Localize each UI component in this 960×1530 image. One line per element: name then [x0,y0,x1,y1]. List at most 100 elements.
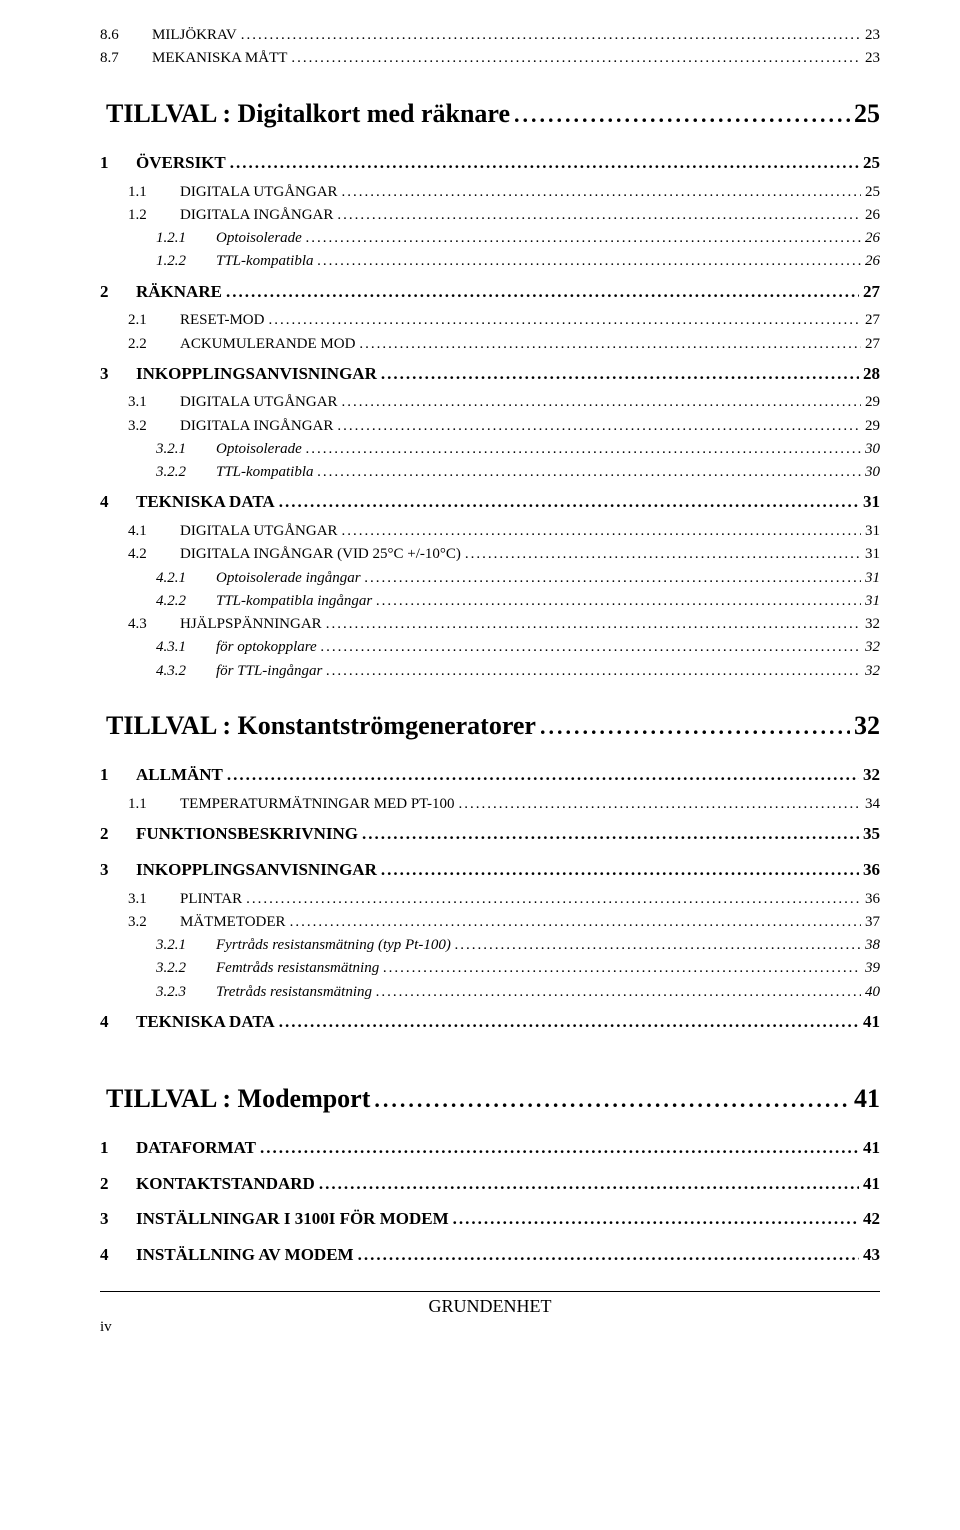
toc-entry-number: 1 [100,757,130,793]
toc-entry-label: INSTÄLLNINGAR I 3100I FÖR MODEM [136,1201,449,1237]
toc-entry: 3.2.1Fyrtråds resistansmätning (typ Pt-1… [156,934,880,957]
toc-entry-page: 31 [863,484,880,520]
toc-entry-page: 30 [865,461,880,484]
leader-dots [376,981,861,1004]
leader-dots [290,911,861,934]
toc-entry: 2KONTAKTSTANDARD41 [100,1166,880,1202]
toc-entry: 1ÖVERSIKT25 [100,145,880,181]
toc-entry-label: RESET-MOD [180,309,264,332]
leader-dots [358,1237,859,1273]
toc-entry-number: 4.3.1 [156,636,210,659]
toc-entry: 4TEKNISKA DATA 41 [100,1004,880,1040]
toc-entry: 1.1DIGITALA UTGÅNGAR25 [128,181,880,204]
toc-entry-label: ALLMÄNT [136,757,223,793]
toc-entry-label: TEKNISKA DATA [136,1004,275,1040]
toc-entry-label: RÄKNARE [136,274,222,310]
toc-entry-number: 1.2.2 [156,250,210,273]
leader-dots [321,636,861,659]
heading-page: 41 [854,1068,880,1130]
toc-section-b: 1ÖVERSIKT251.1DIGITALA UTGÅNGAR251.2DIGI… [100,145,880,683]
heading-page: 25 [854,83,880,145]
leader-dots [227,757,859,793]
toc-entry: 4.3.1för optokopplare32 [156,636,880,659]
toc-entry-page: 36 [865,888,880,911]
toc-entry-number: 3 [100,356,130,392]
leader-dots [365,567,861,590]
toc-entry-label: TTL-kompatibla [216,461,314,484]
toc-entry-label: för optokopplare [216,636,317,659]
leader-dots [279,1004,859,1040]
toc-entry-number: 1.2.1 [156,227,210,250]
toc-entry-label: MÄTMETODER [180,911,286,934]
leader-dots [455,934,861,957]
toc-entry-page: 29 [865,391,880,414]
toc-entry-label: INKOPPLINGSANVISNINGAR [136,356,377,392]
toc-entry-number: 1 [100,1130,130,1166]
toc-entry-number: 1.1 [128,793,174,816]
toc-entry-number: 4 [100,484,130,520]
toc-entry-page: 41 [863,1004,880,1040]
toc-entry-label: FUNKTIONSBESKRIVNING [136,816,358,852]
toc-heading-b: TILLVAL : Digitalkort med räknare 25 [100,83,880,145]
toc-entry-label: TTL-kompatibla [216,250,314,273]
toc-entry-label: INSTÄLLNING AV MODEM [136,1237,354,1273]
leader-dots [326,613,861,636]
leader-dots [241,24,861,47]
toc-entry-page: 41 [863,1166,880,1202]
toc-entry-label: ÖVERSIKT [136,145,226,181]
heading-label: TILLVAL : Digitalkort med räknare [106,83,510,145]
toc-entry-page: 25 [863,145,880,181]
toc-entry: 4.2.1Optoisolerade ingångar31 [156,567,880,590]
toc-entry-page: 31 [865,590,880,613]
heading-label: TILLVAL : Konstantströmgeneratorer [106,695,536,757]
toc-entry-number: 3.2.3 [156,981,210,1004]
toc-entry-page: 30 [865,438,880,461]
toc-page: 8.6MILJÖKRAV238.7MEKANISKA MÅTT23 TILLVA… [0,0,960,1530]
toc-entry-label: DIGITALA UTGÅNGAR [180,181,338,204]
toc-entry-page: 25 [865,181,880,204]
toc-entry-page: 37 [865,911,880,934]
toc-entry-label: ACKUMULERANDE MOD [180,333,355,356]
footer-title: GRUNDENHET [100,1296,880,1317]
leader-dots [374,1074,850,1127]
toc-entry: 1DATAFORMAT41 [100,1130,880,1166]
toc-entry: 3.2 MÄTMETODER 37 [128,911,880,934]
toc-entry-label: Tretråds resistansmätning [216,981,372,1004]
toc-entry-page: 34 [865,793,880,816]
leader-dots [376,590,861,613]
toc-entry-label: MILJÖKRAV [152,24,237,47]
toc-entry-page: 41 [863,1130,880,1166]
toc-entry-label: Femtråds resistansmätning [216,957,379,980]
leader-dots [306,227,861,250]
toc-entry-number: 8.7 [100,47,146,70]
toc-entry-page: 23 [865,24,880,47]
leader-dots [326,660,861,683]
toc-entry-number: 4.2.1 [156,567,210,590]
toc-entry: 3INSTÄLLNINGAR I 3100I FÖR MODEM42 [100,1201,880,1237]
toc-entry-number: 3.2.1 [156,438,210,461]
leader-dots [226,274,859,310]
toc-entry: 3.2.1Optoisolerade30 [156,438,880,461]
toc-entry-page: 26 [865,204,880,227]
toc-entry-number: 3.2 [128,911,174,934]
toc-section-c: 1ALLMÄNT321.1TEMPERATURMÄTNINGAR MED PT-… [100,757,880,1039]
toc-entry-number: 4 [100,1004,130,1040]
toc-entry-number: 4.3.2 [156,660,210,683]
toc-entry-page: 31 [865,543,880,566]
toc-entry: 1.2.2TTL-kompatibla26 [156,250,880,273]
toc-entry: 3.2.3 Tretråds resistansmätning 40 [156,981,880,1004]
toc-entry-number: 3.2 [128,415,174,438]
toc-entry-page: 26 [865,227,880,250]
leader-dots [291,47,861,70]
leader-dots [362,816,859,852]
toc-entry-label: KONTAKTSTANDARD [136,1166,315,1202]
toc-entry-number: 4.2 [128,543,174,566]
toc-entry-label: DIGITALA UTGÅNGAR [180,520,338,543]
footer-page-number: iv [100,1319,880,1336]
toc-entry-page: 40 [865,981,880,1004]
toc-heading-d: TILLVAL : Modemport 41 [100,1068,880,1130]
toc-entry: 3.2.2Femtråds resistansmätning39 [156,957,880,980]
toc-entry: 4.2DIGITALA INGÅNGAR (VID 25°C +/-10°C)3… [128,543,880,566]
toc-entry-label: Optoisolerade [216,227,302,250]
toc-entry: 4.3.2för TTL-ingångar32 [156,660,880,683]
